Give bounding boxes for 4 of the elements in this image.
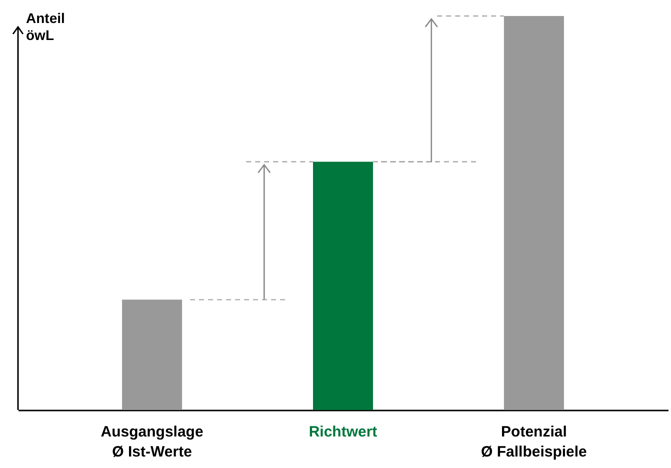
x-tick-label: Ausgangslage Ø Ist-Werte bbox=[100, 424, 204, 460]
y-axis-title: Anteil öwL bbox=[26, 10, 65, 44]
x-tick-label: Richtwert bbox=[308, 424, 378, 440]
x-tick-label: Potenzial Ø Fallbeispiele bbox=[481, 424, 587, 460]
